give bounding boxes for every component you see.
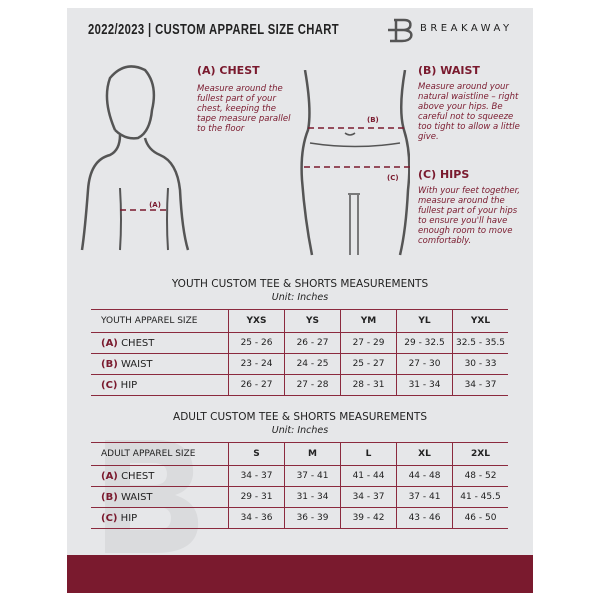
- marker-c: (C): [387, 174, 399, 182]
- cell: 30 - 33: [452, 353, 508, 375]
- cell: 32.5 - 35.5: [452, 332, 508, 354]
- cell: 27 - 29: [340, 332, 397, 354]
- cell: 27 - 30: [396, 353, 453, 375]
- row-letter: (A): [101, 470, 118, 482]
- size-header: L: [340, 442, 397, 466]
- row-label: (A) CHEST: [91, 465, 229, 487]
- size-header: 2XL: [452, 442, 508, 466]
- waist-description: Measure around your natural waistline – …: [418, 82, 520, 142]
- row-name: WAIST: [120, 491, 153, 503]
- brand-name: BREAKAWAY: [420, 23, 513, 34]
- cell: 29 - 32.5: [396, 332, 453, 354]
- page-title: 2022/2023 | CUSTOM APPAREL SIZE CHART: [88, 21, 340, 38]
- youth-size-table: YOUTH APPAREL SIZE YXS YS YM YL YXL (A) …: [91, 309, 508, 396]
- cell: 37 - 41: [284, 465, 341, 487]
- upper-body-figure: (A): [80, 65, 190, 251]
- lower-body-figure: (B) (C): [300, 70, 410, 256]
- size-header: YL: [396, 309, 453, 333]
- size-header: YXS: [228, 309, 285, 333]
- row-letter: (A): [101, 337, 118, 349]
- row-label: (A) CHEST: [91, 332, 229, 354]
- waist-heading: (B) WAIST: [418, 64, 480, 77]
- size-header: YM: [340, 309, 397, 333]
- cell: 36 - 39: [284, 507, 341, 529]
- cell: 44 - 48: [396, 465, 453, 487]
- table-header-row: ADULT APPAREL SIZE S M L XL 2XL: [91, 442, 508, 466]
- cell: 48 - 52: [452, 465, 508, 487]
- table-row: (A) CHEST 25 - 26 26 - 27 27 - 29 29 - 32.5 3…: [91, 332, 508, 354]
- adult-unit: Unit: Inches: [271, 425, 329, 436]
- row-name: CHEST: [121, 337, 155, 349]
- adult-section-title: ADULT CUSTOM TEE & SHORTS MEASUREMENTS: [173, 411, 427, 423]
- table-row: (B) WAIST 29 - 31 31 - 34 34 - 37 37 - 41 41 …: [91, 486, 508, 508]
- row-label: (C) HIP: [91, 374, 229, 396]
- header-label: ADULT APPAREL SIZE: [91, 442, 229, 466]
- header-label: YOUTH APPAREL SIZE: [91, 309, 229, 333]
- cell: 43 - 46: [396, 507, 453, 529]
- cell: 24 - 25: [284, 353, 341, 375]
- chest-heading: (A) CHEST: [197, 64, 260, 77]
- row-label: (B) WAIST: [91, 486, 229, 508]
- size-header: S: [228, 442, 285, 466]
- cell: 34 - 37: [340, 486, 397, 508]
- size-header: YXL: [452, 309, 508, 333]
- row-name: HIP: [120, 379, 138, 391]
- marker-b: (B): [367, 116, 379, 124]
- table-header-row: YOUTH APPAREL SIZE YXS YS YM YL YXL: [91, 309, 508, 333]
- row-name: CHEST: [121, 470, 155, 482]
- cell: 34 - 37: [228, 465, 285, 487]
- row-name: WAIST: [120, 358, 153, 370]
- youth-unit: Unit: Inches: [271, 292, 329, 303]
- cell: 41 - 45.5: [452, 486, 508, 508]
- chest-description: Measure around the fullest part of your …: [197, 84, 291, 134]
- cell: 25 - 26: [228, 332, 285, 354]
- marker-a: (A): [149, 201, 161, 209]
- row-label: (B) WAIST: [91, 353, 229, 375]
- footer-bar: [67, 555, 533, 593]
- cell: 31 - 34: [284, 486, 341, 508]
- size-header: YS: [284, 309, 341, 333]
- cell: 37 - 41: [396, 486, 453, 508]
- cell: 25 - 27: [340, 353, 397, 375]
- cell: 34 - 37: [452, 374, 508, 396]
- cell: 23 - 24: [228, 353, 285, 375]
- cell: 26 - 27: [284, 332, 341, 354]
- hips-heading: (C) HIPS: [418, 168, 470, 181]
- table-row: (C) HIP 34 - 36 36 - 39 39 - 42 43 - 46 46 - …: [91, 507, 508, 529]
- breakaway-logo-icon: [388, 18, 413, 43]
- row-letter: (B): [101, 358, 118, 370]
- cell: 41 - 44: [340, 465, 397, 487]
- adult-size-table: ADULT APPAREL SIZE S M L XL 2XL (A) CHES…: [91, 442, 508, 529]
- size-header: XL: [396, 442, 453, 466]
- size-header: M: [284, 442, 341, 466]
- table-row: (A) CHEST 34 - 37 37 - 41 41 - 44 44 - 48 48 …: [91, 465, 508, 487]
- cell: 34 - 36: [228, 507, 285, 529]
- table-row: (C) HIP 26 - 27 27 - 28 28 - 31 31 - 34 34 - …: [91, 374, 508, 396]
- row-letter: (C): [101, 512, 118, 524]
- cell: 26 - 27: [228, 374, 285, 396]
- youth-section-title: YOUTH CUSTOM TEE & SHORTS MEASUREMENTS: [171, 278, 429, 290]
- row-label: (C) HIP: [91, 507, 229, 529]
- row-letter: (C): [101, 379, 118, 391]
- hips-description: With your feet together, measure around …: [418, 186, 521, 246]
- table-row: (B) WAIST 23 - 24 24 - 25 25 - 27 27 - 30 30 …: [91, 353, 508, 375]
- row-letter: (B): [101, 491, 118, 503]
- cell: 29 - 31: [228, 486, 285, 508]
- row-name: HIP: [120, 512, 138, 524]
- cell: 28 - 31: [340, 374, 397, 396]
- cell: 27 - 28: [284, 374, 341, 396]
- cell: 46 - 50: [452, 507, 508, 529]
- cell: 31 - 34: [396, 374, 453, 396]
- cell: 39 - 42: [340, 507, 397, 529]
